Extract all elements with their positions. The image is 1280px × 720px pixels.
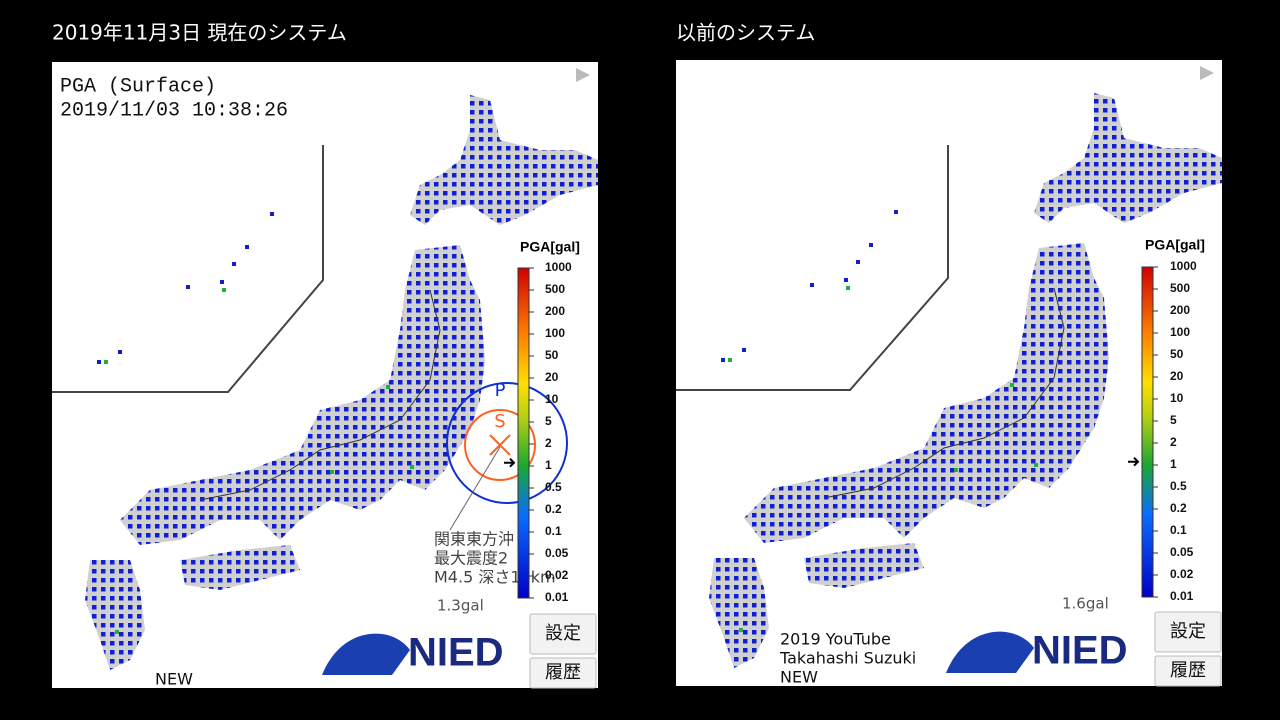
p-wave-circle [446,382,568,504]
scale-label: 200 [545,304,565,318]
scale-label: 500 [545,282,565,296]
current-pga: 1.3gal [437,597,484,615]
note: Takahashi Suzuki [779,649,916,668]
event-line: M4.5 深さ10km [434,568,556,587]
scale-label: 0.5 [545,480,562,494]
menu-button[interactable] [1154,611,1222,653]
scale-label: 0.5 [1170,479,1187,493]
header: 以前のシステム [676,21,815,45]
timestamp: 2019/11/03 10:38:26 [60,99,288,122]
event-line: 最大震度2 [434,549,508,568]
note: NEW [155,670,193,689]
level-arrow [504,457,516,468]
menu-button[interactable] [529,613,597,655]
logo-text: NIED [408,631,504,675]
scale-label: 20 [1170,369,1184,383]
scale-label: 100 [545,326,565,340]
scale-label: 0.01 [1170,589,1194,603]
level-arrow [1128,456,1140,467]
scale-label: 200 [1170,303,1190,317]
menu-button-label[interactable]: 履歴 [1170,660,1206,681]
inset-border [676,145,949,391]
scale-label: 0.02 [545,568,569,582]
menu-button-label[interactable]: 設定 [1170,621,1206,642]
play-icon[interactable] [1200,66,1214,80]
logo-mark [946,631,1034,673]
scale-label: 0.01 [545,590,569,604]
scale-label: 0.02 [1170,567,1194,581]
header: 2019年11月3日 現在のシステム [52,21,347,45]
scale-label: 50 [1170,347,1184,361]
current-pga: 1.6gal [1062,595,1109,613]
scale-label: 2 [1170,435,1177,449]
menu-button-label[interactable]: 履歴 [545,662,581,683]
p-label: P [495,380,506,401]
scale-label: 1000 [1170,259,1197,273]
scale-label: 0.05 [545,546,569,560]
scale-label: 0.2 [1170,501,1187,515]
map-title: PGA (Surface) [60,75,216,98]
scale-label: 0.05 [1170,545,1194,559]
scale-label: 10 [1170,391,1184,405]
menu-button[interactable] [529,657,597,689]
color-bar [517,267,530,599]
logo-mark [322,633,410,675]
leader-line [449,446,501,531]
scale-label: 2 [545,436,552,450]
menu-button[interactable] [1154,655,1222,687]
play-icon[interactable] [576,68,590,82]
event-line: 関東東方沖 [434,530,514,549]
s-label: S [494,411,505,432]
scale-label: 5 [545,414,552,428]
color-bar [1141,266,1154,598]
scale-label: 0.2 [545,502,562,516]
inset-border [52,145,324,393]
scale-label: 500 [1170,281,1190,295]
scale-label: 0.1 [1170,523,1187,537]
note: 2019 YouTube [780,630,891,649]
scale-label: 5 [1170,413,1177,427]
scale-title: PGA[gal] [520,239,580,255]
scale-label: 50 [545,348,559,362]
epicenter [489,434,511,456]
scale-label: 10 [545,392,559,406]
note: NEW [780,668,818,687]
menu-button-label[interactable]: 設定 [545,623,581,644]
logo-text: NIED [1032,629,1128,673]
scale-label: 100 [1170,325,1190,339]
scale-label: 20 [545,370,559,384]
s-wave-circle [464,409,536,481]
scale-label: 0.1 [545,524,562,538]
scale-label: 1 [1170,457,1177,471]
scale-label: 1 [545,458,552,472]
scale-title: PGA[gal] [1145,237,1205,253]
scale-label: 1000 [545,260,572,274]
